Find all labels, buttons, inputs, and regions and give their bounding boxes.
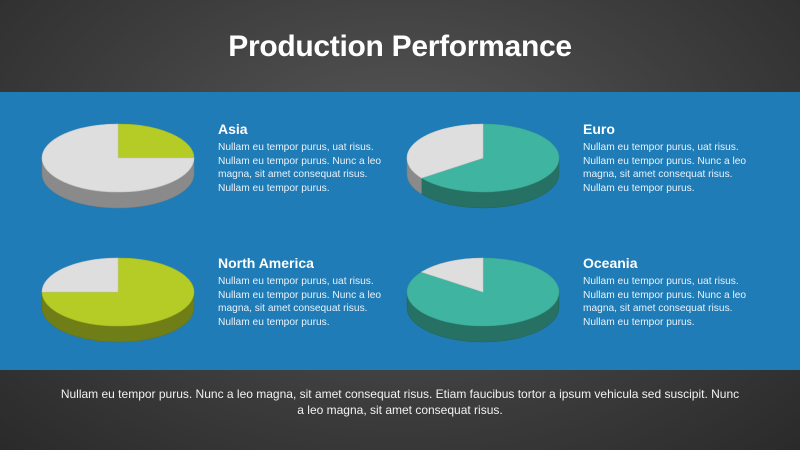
region-name: Asia <box>218 121 248 137</box>
pie-chart-euro <box>406 123 560 209</box>
pie-chart-asia <box>41 123 195 209</box>
region-description: Nullam eu tempor purus, uat risus. Nulla… <box>583 276 747 329</box>
pie-slice <box>420 123 560 193</box>
page-title: Production Performance <box>228 30 572 63</box>
region-oceania: Oceania Nullam eu tempor purus, uat risu… <box>583 255 763 330</box>
footer-text: Nullam eu tempor purus. Nunc a leo magna… <box>60 387 740 417</box>
region-asia: Asia Nullam eu tempor purus, uat risus. … <box>218 121 398 196</box>
pie-slice <box>41 257 195 327</box>
pie-slice <box>117 123 195 159</box>
region-euro: Euro Nullam eu tempor purus, uat risus. … <box>583 121 763 196</box>
region-name: North America <box>218 255 314 271</box>
pie-slice <box>406 123 484 179</box>
region-description: Nullam eu tempor purus, uat risus. Nulla… <box>583 142 747 195</box>
pie-chart-north-america <box>41 257 195 343</box>
pie-slice <box>41 257 119 293</box>
pie-slice <box>41 123 195 193</box>
region-name: Oceania <box>583 255 638 271</box>
pie-slice <box>420 257 484 293</box>
pie-chart-oceania <box>406 257 560 343</box>
region-description: Nullam eu tempor purus, uat risus. Nulla… <box>218 142 382 195</box>
region-description: Nullam eu tempor purus, uat risus. Nulla… <box>218 276 382 329</box>
region-north-america: North America Nullam eu tempor purus, ua… <box>218 255 398 330</box>
region-name: Euro <box>583 121 615 137</box>
